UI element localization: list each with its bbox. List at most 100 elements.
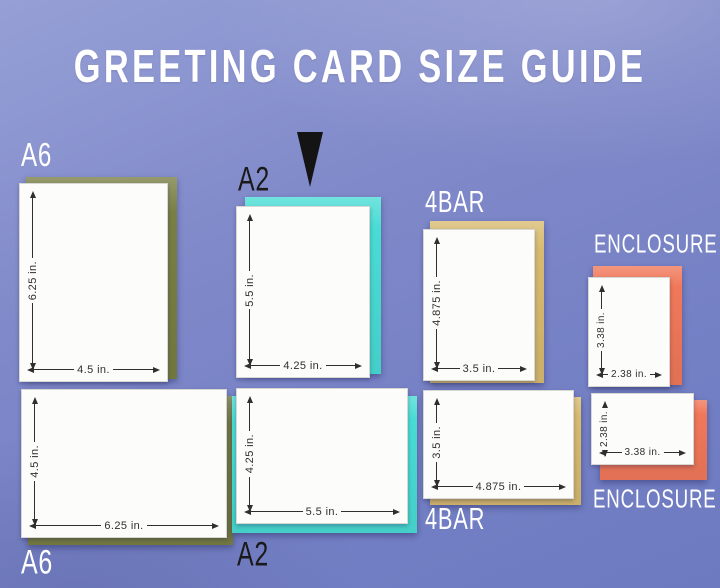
- pointer-down-icon: [297, 132, 323, 187]
- dimension-line: [650, 374, 656, 375]
- height-dimension: 5.5 in.: [243, 214, 256, 367]
- dimension-line: [601, 351, 602, 369]
- height-dimension: 4.5 in.: [28, 397, 41, 527]
- arrowhead-left-icon: [27, 366, 34, 373]
- dimension-line: [251, 365, 281, 366]
- size-label-a6-portrait: A6: [21, 136, 53, 174]
- width-dimension: 4.25 in.: [244, 359, 363, 372]
- width-dimension: 5.5 in.: [244, 505, 401, 518]
- card-face-4bar-portrait: 4.875 in. 3.5 in.: [423, 229, 535, 381]
- height-dimension: 3.5 in.: [430, 398, 443, 488]
- arrowhead-up-icon: [433, 237, 440, 244]
- dimension-line: [32, 303, 33, 364]
- page-title: GREETING CARD SIZE GUIDE: [73, 40, 647, 92]
- card-face-a6-portrait: 6.25 in. 4.5 in.: [19, 183, 168, 382]
- dimension-line: [249, 476, 250, 506]
- size-label-4bar-landscape: 4BAR: [425, 502, 486, 536]
- width-dimension: 3.38 in.: [599, 446, 687, 459]
- arrowhead-left-icon: [431, 483, 438, 490]
- width-value: 3.38 in.: [624, 447, 661, 458]
- dimension-line: [249, 221, 250, 271]
- dimension-line: [251, 511, 303, 512]
- card-face-a2-landscape: 4.25 in. 5.5 in.: [236, 388, 408, 524]
- card-face-a6-landscape: 4.5 in. 6.25 in.: [21, 389, 227, 538]
- dimension-line: [524, 486, 559, 487]
- height-value: 4.5 in.: [28, 445, 41, 478]
- width-value: 6.25 in.: [104, 519, 144, 532]
- height-value: 2.38 in.: [599, 411, 610, 448]
- arrowhead-left-icon: [244, 362, 251, 369]
- dimension-line: [436, 461, 437, 481]
- width-value: 4.875 in.: [475, 480, 522, 493]
- arrowhead-up-icon: [246, 396, 253, 403]
- dimension-line: [436, 244, 437, 278]
- width-value: 4.5 in.: [77, 363, 110, 376]
- dimension-line: [34, 404, 35, 443]
- arrowhead-left-icon: [596, 371, 603, 378]
- arrowhead-left-icon: [244, 508, 251, 515]
- size-label-a6-landscape: A6: [21, 542, 54, 581]
- height-value: 3.38 in.: [596, 312, 607, 349]
- dimension-line: [438, 486, 473, 487]
- height-value: 5.5 in.: [243, 273, 256, 307]
- arrowhead-right-icon: [393, 508, 401, 515]
- height-dimension: 4.875 in.: [430, 237, 443, 369]
- dimension-line: [601, 292, 602, 309]
- card-face-a2-portrait: 5.5 in. 4.25 in.: [236, 206, 370, 378]
- width-dimension: 4.5 in.: [27, 363, 161, 376]
- height-value: 6.25 in.: [26, 260, 39, 301]
- arrowhead-up-icon: [598, 285, 605, 292]
- dimension-line: [112, 369, 154, 370]
- dimension-line: [436, 405, 437, 424]
- dimension-line: [341, 511, 394, 512]
- height-dimension: 4.25 in.: [243, 396, 256, 513]
- arrowhead-right-icon: [679, 449, 687, 456]
- size-label-enclosure-portrait: ENCLOSURE: [594, 230, 718, 260]
- dimension-line: [603, 374, 608, 375]
- arrowhead-left-icon: [431, 365, 438, 372]
- arrowhead-up-icon: [601, 401, 608, 408]
- card-face-enclosure-landscape: 2.38 in. 3.38 in.: [591, 393, 694, 465]
- width-value: 2.38 in.: [611, 369, 648, 380]
- arrowhead-right-icon: [520, 365, 528, 372]
- dimension-line: [606, 452, 622, 453]
- height-dimension: 3.38 in.: [595, 285, 608, 376]
- dimension-line: [325, 365, 356, 366]
- height-value: 4.25 in.: [243, 434, 256, 474]
- dimension-line: [663, 452, 680, 453]
- arrowhead-right-icon: [655, 371, 663, 378]
- arrowhead-up-icon: [29, 191, 36, 198]
- dimension-line: [146, 525, 213, 526]
- width-value: 5.5 in.: [305, 505, 339, 518]
- height-value: 3.5 in.: [430, 426, 443, 459]
- width-dimension: 4.875 in.: [431, 480, 566, 493]
- height-value: 4.875 in.: [430, 280, 443, 326]
- arrowhead-right-icon: [355, 362, 363, 369]
- arrowhead-right-icon: [153, 366, 161, 373]
- dimension-line: [249, 309, 250, 360]
- arrowhead-left-icon: [29, 522, 36, 529]
- arrowhead-up-icon: [31, 397, 38, 404]
- width-dimension: 3.5 in.: [431, 362, 528, 375]
- dimension-line: [498, 368, 521, 369]
- arrowhead-up-icon: [246, 214, 253, 221]
- dimension-line: [249, 403, 250, 432]
- arrowhead-up-icon: [433, 398, 440, 405]
- height-dimension: 6.25 in.: [26, 191, 39, 371]
- width-value: 3.5 in.: [462, 362, 496, 375]
- dimension-line: [32, 198, 33, 258]
- size-label-a2-portrait: A2: [238, 159, 271, 198]
- width-dimension: 2.38 in.: [596, 368, 663, 381]
- dimension-line: [436, 328, 437, 362]
- width-value: 4.25 in.: [283, 359, 323, 372]
- size-label-a2-landscape: A2: [237, 534, 270, 573]
- dimension-line: [34, 480, 35, 520]
- arrowhead-left-icon: [599, 449, 606, 456]
- arrowhead-right-icon: [559, 483, 566, 490]
- dimension-line: [34, 369, 75, 370]
- card-face-enclosure-portrait: 3.38 in. 2.38 in.: [588, 277, 670, 387]
- dimension-line: [36, 525, 102, 526]
- size-label-enclosure-landscape: ENCLOSURE: [593, 485, 717, 515]
- card-face-4bar-landscape: 3.5 in. 4.875 in.: [423, 390, 574, 499]
